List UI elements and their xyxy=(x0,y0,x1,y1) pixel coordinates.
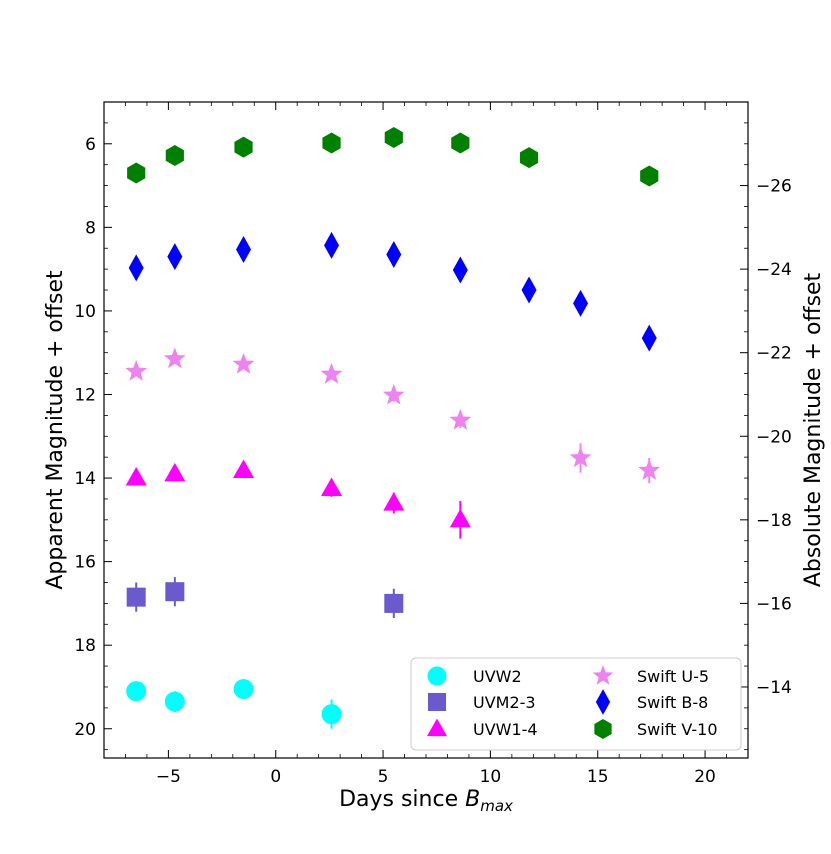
legend-marker-swift-v-10 xyxy=(594,719,612,739)
x-tick-label: 0 xyxy=(270,767,281,787)
x-tick-label: 15 xyxy=(587,767,609,787)
y-tick-label: 20 xyxy=(74,720,96,740)
data-point-swift-u-5 xyxy=(382,383,405,405)
y-right-tick-label: −16 xyxy=(756,594,792,614)
legend-label-uvw1-4: UVW1-4 xyxy=(473,720,538,739)
x-axis-label: Days since Bmax xyxy=(339,787,513,815)
data-point-uvw1-4 xyxy=(164,462,186,482)
data-point-uvm2-3 xyxy=(165,582,185,602)
data-point-swift-u-5 xyxy=(232,352,255,374)
y-tick-label: 8 xyxy=(85,218,96,238)
data-point-swift-b-8 xyxy=(167,243,183,271)
series-swift-b-8 xyxy=(128,231,657,352)
series-uvm2-3 xyxy=(126,577,404,619)
data-point-swift-v-10 xyxy=(322,132,341,154)
ticks-layer: −5 0 5 10 15 20 6 8 10 12 14 16 18 20 −26 −24 −22 −20 −18 −… xyxy=(74,102,792,787)
legend-label-uvm2-3: UVM2-3 xyxy=(473,693,536,712)
data-point-swift-b-8 xyxy=(128,254,144,282)
legend-marker-swift-u-5 xyxy=(592,665,614,685)
data-point-swift-b-8 xyxy=(236,235,252,263)
y-tick-label: 12 xyxy=(74,385,96,405)
legend-label-swift-b-8: Swift B-8 xyxy=(637,693,708,712)
legend-label-swift-u-5: Swift U-5 xyxy=(637,667,709,686)
data-point-uvw2 xyxy=(233,679,254,700)
legend-marker-uvw1-4 xyxy=(427,718,447,737)
legend-marker-swift-b-8 xyxy=(595,689,611,715)
y-right-tick-label: −20 xyxy=(756,427,792,447)
data-point-swift-u-5 xyxy=(163,347,186,369)
data-point-swift-u-5 xyxy=(320,362,343,384)
legend: UVW2 UVM2-3 UVW1-4 Swift U-5 Swift B-8 Swift … xyxy=(410,657,742,751)
data-point-uvw2 xyxy=(126,681,147,702)
data-point-swift-v-10 xyxy=(640,165,659,187)
legend-marker-uvw2 xyxy=(427,666,447,686)
x-tick-label: 20 xyxy=(694,767,716,787)
series-swift-v-10 xyxy=(127,127,659,187)
data-point-swift-b-8 xyxy=(324,231,340,259)
data-point-swift-u-5 xyxy=(449,408,472,430)
data-point-uvw1-4 xyxy=(321,477,343,496)
data-point-swift-b-8 xyxy=(386,241,402,269)
data-point-uvw2 xyxy=(164,691,185,712)
y-right-tick-label: −26 xyxy=(756,177,792,197)
data-point-swift-b-8 xyxy=(452,256,468,284)
data-layer xyxy=(125,127,661,729)
legend-marker-uvm2-3 xyxy=(427,692,447,712)
data-point-swift-b-8 xyxy=(521,276,537,304)
series-uvw1-4 xyxy=(125,459,471,539)
data-point-swift-u-5 xyxy=(125,360,148,381)
data-point-swift-b-8 xyxy=(641,324,657,352)
data-point-swift-v-10 xyxy=(384,127,403,149)
y-tick-label: 6 xyxy=(85,135,96,155)
data-point-uvw1-4 xyxy=(449,508,471,528)
data-point-swift-v-10 xyxy=(165,144,184,166)
x-tick-label: −5 xyxy=(156,767,181,787)
series-uvw2 xyxy=(126,679,342,729)
x-tick-label: 10 xyxy=(480,767,502,787)
legend-box xyxy=(410,657,742,751)
data-point-uvw1-4 xyxy=(233,459,255,479)
series-swift-u-5 xyxy=(125,347,661,484)
data-point-uvw1-4 xyxy=(125,467,147,486)
legend-items: UVW2 UVM2-3 UVW1-4 Swift U-5 Swift B-8 Swift … xyxy=(427,665,718,739)
data-point-swift-b-8 xyxy=(573,289,589,317)
data-point-swift-v-10 xyxy=(234,136,253,158)
y-tick-label: 18 xyxy=(74,636,96,656)
data-point-swift-v-10 xyxy=(519,147,539,169)
data-point-swift-u-5 xyxy=(569,446,592,468)
y-right-tick-label: −18 xyxy=(756,511,792,531)
data-point-uvm2-3 xyxy=(126,587,146,607)
y-tick-label: 10 xyxy=(74,302,96,322)
data-point-swift-v-10 xyxy=(127,162,146,184)
y-right-tick-label: −24 xyxy=(756,260,792,280)
legend-label-uvw2: UVW2 xyxy=(473,667,522,686)
y-right-tick-label: −22 xyxy=(756,344,792,364)
y-axis-label: Apparent Magnitude + offset xyxy=(43,270,68,590)
y-axis-right-label: Absolute Magnitude + offset xyxy=(801,272,826,587)
legend-label-swift-v-10: Swift V-10 xyxy=(637,720,718,739)
data-point-uvw1-4 xyxy=(383,492,405,511)
y-tick-label: 16 xyxy=(74,553,96,573)
data-point-swift-u-5 xyxy=(638,459,661,480)
data-point-swift-v-10 xyxy=(451,132,470,154)
y-tick-label: 14 xyxy=(74,469,96,489)
x-tick-label: 5 xyxy=(378,767,389,787)
data-point-uvw2 xyxy=(321,704,342,725)
y-right-tick-label: −14 xyxy=(756,678,792,698)
data-point-uvm2-3 xyxy=(384,593,404,613)
